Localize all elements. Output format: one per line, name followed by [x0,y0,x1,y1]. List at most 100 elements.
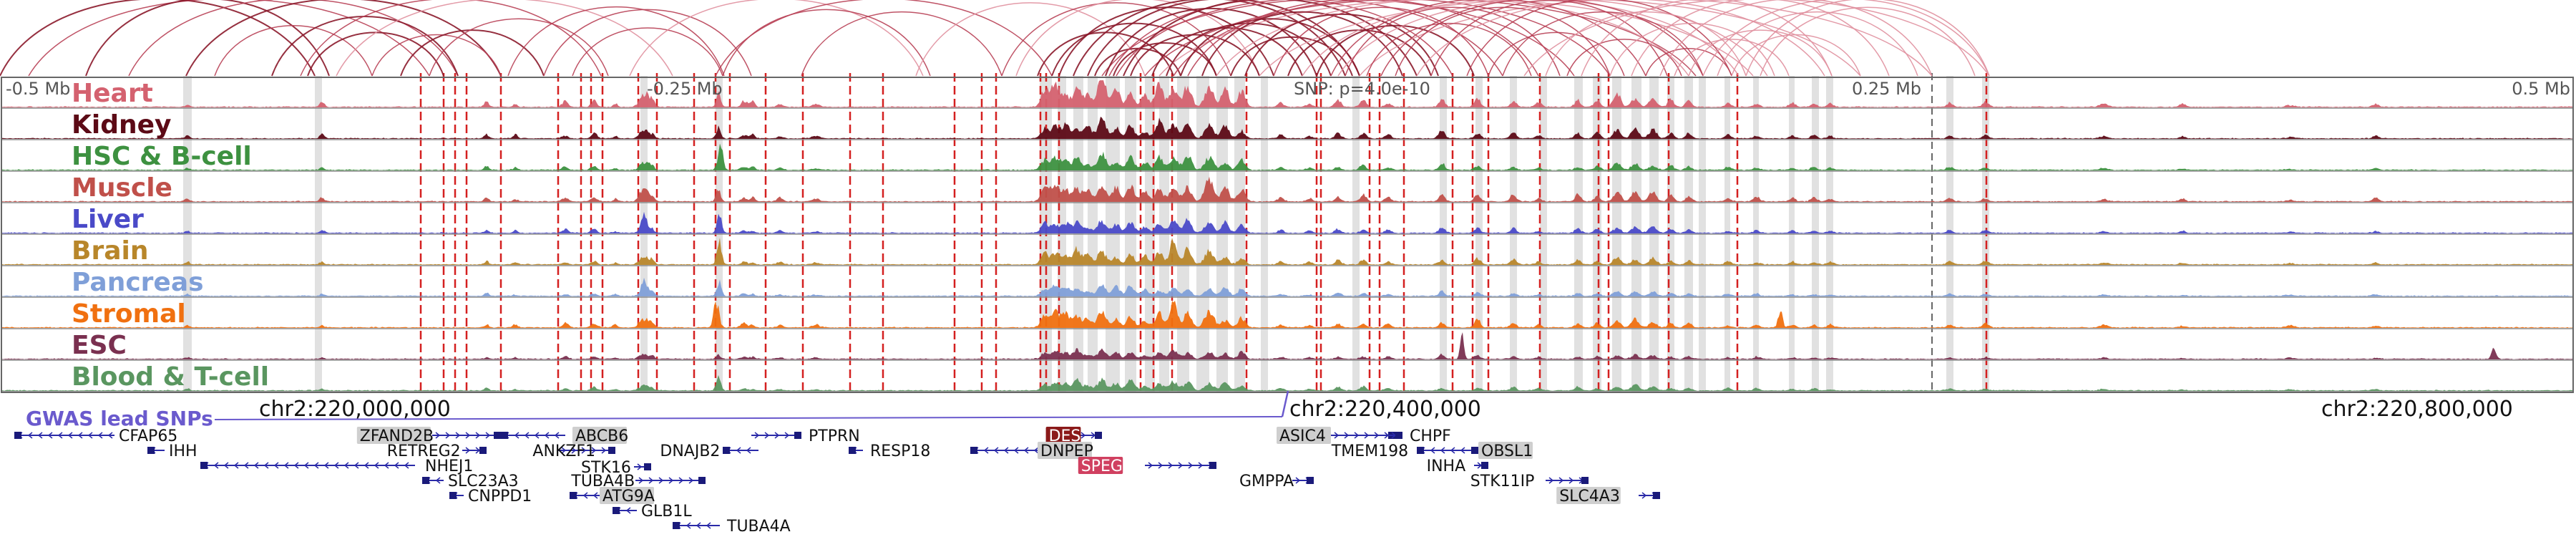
track-blood-t-cell[interactable]: Blood & T-cell [1,362,2573,392]
strand-arrow [233,462,239,469]
gene-highlight [600,487,654,504]
axis-left-label: -0.5 Mb [6,79,70,99]
exon [1417,447,1424,454]
strand-arrow [87,432,93,439]
strand-arrow [658,477,664,484]
gene-highlight [1078,457,1123,474]
interaction-arc [300,0,602,77]
strand-arrow [561,447,567,454]
coordinates: chr2:220,000,000 chr2:220,400,000 chr2:220… [259,397,2513,422]
gene-label: SLC4A3 [1559,488,1620,505]
strand-arrow [534,432,540,439]
gene-cfap65[interactable]: CFAP65 [14,427,177,445]
gene-label: ANKZF1 [532,442,595,460]
gene-highlight [1277,427,1331,444]
track-muscle[interactable]: Muscle [1,173,2573,203]
gene-label: ABCB6 [575,427,628,445]
interaction-arc [400,29,545,77]
track-esc[interactable]: ESC [1,331,2573,361]
strand-arrow [706,522,711,529]
track-label: ESC [72,331,127,360]
gene-tuba4a[interactable]: TUBA4A [673,518,791,536]
snp-marker [1281,390,1289,417]
track-liver[interactable]: Liver [1,205,2573,235]
gene-chpf[interactable]: CHPF [1388,427,1451,445]
track-kidney[interactable]: Kidney [1,110,2573,140]
strand-arrow [1568,477,1574,484]
strand-arrow [774,432,780,439]
gene-retreg2[interactable]: RETREG2 [387,442,487,460]
gene-ankzf1[interactable]: ANKZF1 [532,442,615,460]
gene-speg[interactable]: SPEG [1078,457,1216,475]
gene-label: GMPPA [1239,473,1294,490]
interaction-arc [1581,0,1833,77]
interaction-arc [214,25,373,77]
gene-highlight [1038,442,1092,459]
strand-arrow [1158,462,1163,469]
interaction-arc [715,0,1053,77]
strand-arrow [1080,432,1086,439]
gene-label: CFAP65 [119,427,177,445]
strand-arrow [1023,447,1029,454]
signal-area [1,332,2573,359]
signal-area [1,176,2573,202]
exon [644,463,651,470]
strand-arrow [404,462,409,469]
gene-stk11ip[interactable]: STK11IP [1470,473,1589,490]
strand-arrow [333,462,339,469]
gene-label: ZFAND2B [360,427,434,445]
gene-dnpep[interactable]: DNPEP [970,442,1093,460]
gene-nhej1[interactable]: NHEJ1 [200,458,473,475]
gene-slc23a3[interactable]: SLC23A3 [422,473,519,490]
strand-arrow [1450,447,1455,454]
interaction-arc [507,6,725,77]
gene-label: CHPF [1410,427,1451,445]
strand-arrow [435,432,441,439]
gene-atg9a[interactable]: ATG9A [570,487,655,505]
track-stromal[interactable]: Stromal [1,299,2573,329]
strand-arrow [364,462,369,469]
interaction-arc [1674,39,1790,77]
gene-abcb6[interactable]: ABCB6 [501,427,628,445]
exon [1471,447,1478,454]
gene-tuba4b[interactable]: TUBA4B [570,473,706,490]
gene-dnajb2[interactable]: DNAJB2 [660,442,758,460]
gene-stk16[interactable]: STK16 [581,459,651,477]
track-label: Pancreas [72,268,204,297]
gene-obsl1[interactable]: OBSL1 [1471,442,1533,460]
gene-resp18[interactable]: RESP18 [849,442,930,460]
gene-slc4a3[interactable]: SLC4A3 [1556,487,1660,505]
exon [794,432,801,439]
interaction-arc [1130,34,1260,77]
gene-tmem198[interactable]: TMEM198 [1331,442,1471,460]
gene-glb1l[interactable]: GLB1L [613,503,692,521]
interaction-arc [1488,32,1625,77]
strand-arrow [303,462,309,469]
gene-ptprn[interactable]: PTPRN [751,427,860,445]
gene-gmppa[interactable]: GMPPA [1239,473,1314,490]
track-brain[interactable]: Brain [1,236,2573,266]
track-heart[interactable]: Heart [1,79,2573,109]
track-hsc-b-cell[interactable]: HSC & B-cell [1,142,2573,172]
gene-cnppd1[interactable]: CNPPD1 [449,488,532,505]
gene-asic4[interactable]: ASIC4 [1277,427,1395,445]
exon [1307,477,1314,484]
strand-arrow [223,462,229,469]
interaction-arc [28,0,430,77]
exon [613,507,620,514]
interaction-arc [185,0,502,77]
signal-area [1,238,2573,265]
gene-zfand2b[interactable]: ZFAND2B [356,427,501,445]
gene-ihh[interactable]: IHH [147,442,197,460]
strand-arrow [67,432,73,439]
gene-label: NHEJ1 [425,458,473,475]
strand-arrow [1198,462,1204,469]
strand-arrow [668,477,674,484]
track-pancreas[interactable]: Pancreas [1,268,2573,298]
strand-arrow [374,462,379,469]
gene-label: SPEG [1081,458,1123,475]
gwas-snp-track[interactable]: GWAS lead SNPs [26,390,1289,430]
gene-inha[interactable]: INHA [1427,458,1488,475]
